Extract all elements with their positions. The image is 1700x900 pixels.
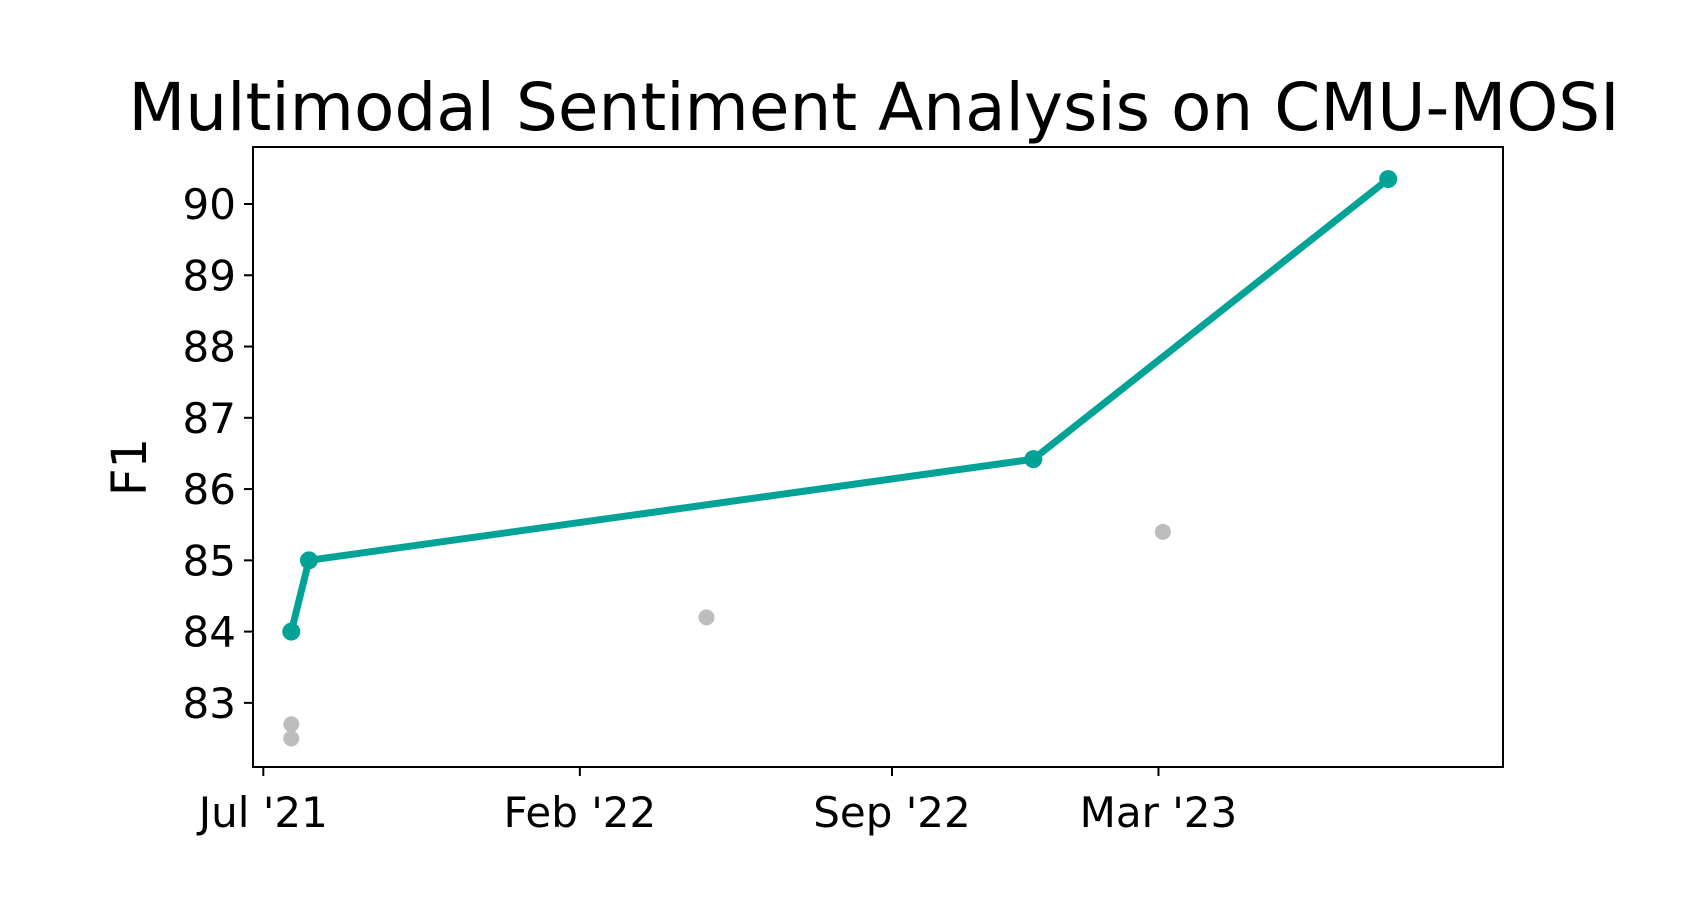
frontier-point <box>299 551 318 570</box>
other-point <box>283 716 300 733</box>
x-axis: Jul '21 Feb '22 Sep '22 Mar '23 <box>196 767 1237 837</box>
other-point <box>283 730 300 747</box>
y-tick-label: 86 <box>183 465 236 514</box>
chart-title: Multimodal Sentiment Analysis on CMU-MOS… <box>128 69 1619 146</box>
y-tick-label: 85 <box>183 536 236 585</box>
y-tick-label: 87 <box>183 394 236 443</box>
x-tick-label: Feb '22 <box>504 788 657 837</box>
y-tick-label: 84 <box>183 608 236 657</box>
x-tick-label: Mar '23 <box>1080 788 1238 837</box>
frontier-point <box>1379 170 1398 189</box>
x-tick-label: Jul '21 <box>196 788 328 837</box>
other-point <box>1154 523 1171 540</box>
y-axis: 83 84 85 86 87 88 89 90 <box>183 180 253 728</box>
frontier-line <box>287 175 1392 636</box>
other-point <box>698 609 715 626</box>
chart-marks <box>282 170 1398 747</box>
frontier-point <box>282 622 301 641</box>
y-tick-label: 90 <box>183 180 236 229</box>
frontier-point <box>1024 450 1043 469</box>
y-axis-label: F1 <box>102 438 158 496</box>
x-tick-label: Sep '22 <box>813 788 971 837</box>
y-tick-label: 89 <box>183 251 236 300</box>
y-tick-label: 83 <box>183 679 236 728</box>
y-tick-label: 88 <box>183 323 236 372</box>
